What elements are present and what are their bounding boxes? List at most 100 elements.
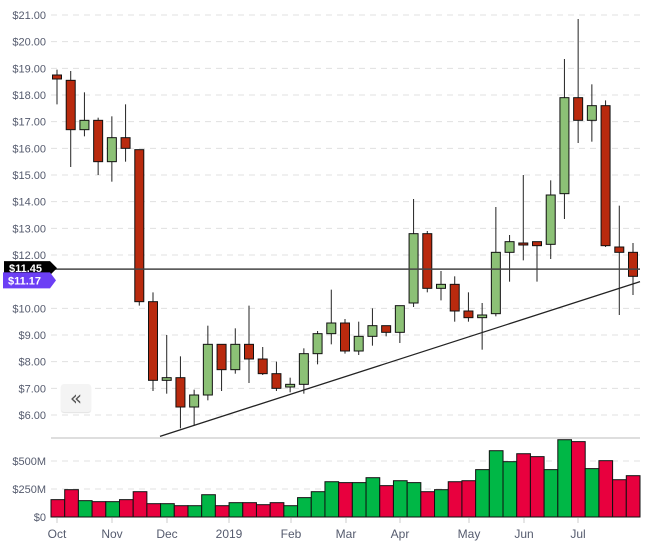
candle bbox=[65, 79, 76, 131]
volume-bar bbox=[255, 504, 271, 518]
volume-bar bbox=[310, 491, 326, 518]
volume-bar bbox=[50, 499, 66, 518]
candle bbox=[449, 283, 460, 312]
time-tick-label: Dec bbox=[156, 527, 177, 541]
time-tick-label: 2019 bbox=[216, 527, 243, 541]
candle bbox=[559, 97, 570, 195]
volume-bar bbox=[297, 497, 312, 518]
volume-bar bbox=[447, 481, 463, 518]
candle bbox=[79, 119, 90, 131]
volume-bar bbox=[77, 500, 93, 518]
time-tick-label: Jun bbox=[514, 527, 533, 541]
time-axis: Oct Nov Dec 2019 Feb Mar Apr May Jun Jul bbox=[48, 518, 586, 541]
volume-bar bbox=[365, 477, 381, 518]
volume-bar bbox=[461, 480, 477, 518]
candle bbox=[422, 233, 433, 289]
price-tick-label: $9.00 bbox=[18, 330, 46, 342]
volume-bar bbox=[557, 439, 573, 518]
candle bbox=[436, 283, 446, 289]
volume-bar bbox=[283, 505, 299, 518]
price-axis: $21.00 $20.00 $19.00 $18.00 $17.00 $16.00 $15.… bbox=[12, 10, 46, 422]
price-tick-label: $16.00 bbox=[12, 143, 46, 155]
candle bbox=[628, 251, 638, 277]
time-tick-label: Nov bbox=[101, 527, 122, 541]
volume-bar bbox=[214, 505, 230, 518]
candle bbox=[614, 246, 625, 253]
last-price-tag bbox=[4, 261, 57, 276]
volume-bar bbox=[187, 505, 203, 518]
volume-bar bbox=[625, 475, 641, 518]
candle bbox=[230, 343, 241, 371]
price-tick-label: $14.00 bbox=[12, 197, 46, 209]
volume-bar bbox=[516, 453, 531, 518]
current-price-tag bbox=[3, 272, 56, 289]
volume-bar bbox=[420, 491, 436, 518]
volume-tick-label: $500M bbox=[12, 456, 46, 468]
volume-tick-label: $250M bbox=[12, 484, 46, 496]
candle bbox=[477, 314, 488, 319]
price-tick-label: $6.00 bbox=[18, 410, 46, 422]
volume-bar bbox=[502, 461, 518, 518]
price-tick-label: $18.00 bbox=[12, 90, 46, 102]
volume-bar bbox=[118, 499, 134, 518]
candle bbox=[148, 301, 158, 381]
candle bbox=[394, 305, 405, 333]
volume-bar bbox=[64, 489, 79, 518]
price-tick-label: $10.00 bbox=[12, 303, 46, 315]
volume-bar bbox=[529, 456, 545, 518]
svg-text:$11.45: $11.45 bbox=[9, 263, 42, 275]
time-tick-label: Oct bbox=[48, 527, 67, 541]
candle bbox=[134, 149, 145, 303]
volume-axis: $500M $250M $0 bbox=[12, 456, 46, 524]
price-tick-label: $13.00 bbox=[12, 223, 46, 235]
price-tick-label: $15.00 bbox=[12, 170, 46, 182]
candle bbox=[285, 383, 296, 388]
candle bbox=[490, 251, 501, 315]
candle bbox=[202, 343, 213, 396]
price-tick-label: $19.00 bbox=[12, 63, 46, 75]
volume-bar bbox=[379, 485, 394, 518]
volume-bar bbox=[434, 489, 449, 518]
candle bbox=[216, 343, 227, 371]
price-tick-label: $20.00 bbox=[12, 37, 46, 49]
price-tick-label: $7.00 bbox=[18, 383, 46, 395]
volume-bar bbox=[324, 481, 340, 518]
volume-bar bbox=[488, 450, 504, 518]
candle bbox=[600, 105, 611, 247]
candle bbox=[189, 394, 200, 408]
volume-bar bbox=[584, 468, 600, 518]
volume-bar bbox=[201, 494, 216, 518]
candle bbox=[367, 325, 378, 337]
volume-bar bbox=[91, 501, 107, 518]
volume-bar bbox=[598, 460, 614, 518]
candle bbox=[353, 335, 364, 352]
price-tick-label: $8.00 bbox=[18, 357, 46, 369]
volume-tick-label: $0 bbox=[34, 512, 46, 524]
volume-bar bbox=[228, 502, 244, 518]
candle bbox=[340, 322, 350, 352]
volume-bar bbox=[242, 502, 257, 518]
volume-bars bbox=[50, 439, 641, 518]
scroll-back-button[interactable]: « bbox=[61, 384, 91, 412]
candle bbox=[271, 373, 282, 389]
time-tick-label: Mar bbox=[336, 527, 357, 541]
trendline[interactable] bbox=[159, 281, 641, 437]
price-tick-label: $12.00 bbox=[12, 250, 46, 262]
volume-bar bbox=[146, 503, 162, 518]
candle bbox=[312, 333, 323, 355]
time-tick-label: Apr bbox=[391, 527, 410, 541]
volume-bar bbox=[543, 469, 559, 518]
volume-bar bbox=[132, 491, 148, 518]
candle bbox=[545, 194, 556, 245]
candle bbox=[106, 137, 117, 163]
candle bbox=[93, 119, 104, 163]
candle bbox=[463, 310, 474, 319]
price-tick-label: $17.00 bbox=[12, 117, 46, 129]
candle bbox=[573, 97, 584, 121]
candle bbox=[120, 137, 131, 149]
candle bbox=[326, 322, 337, 335]
volume-bar bbox=[475, 469, 490, 518]
candle bbox=[175, 377, 186, 408]
volume-bar bbox=[392, 480, 408, 518]
